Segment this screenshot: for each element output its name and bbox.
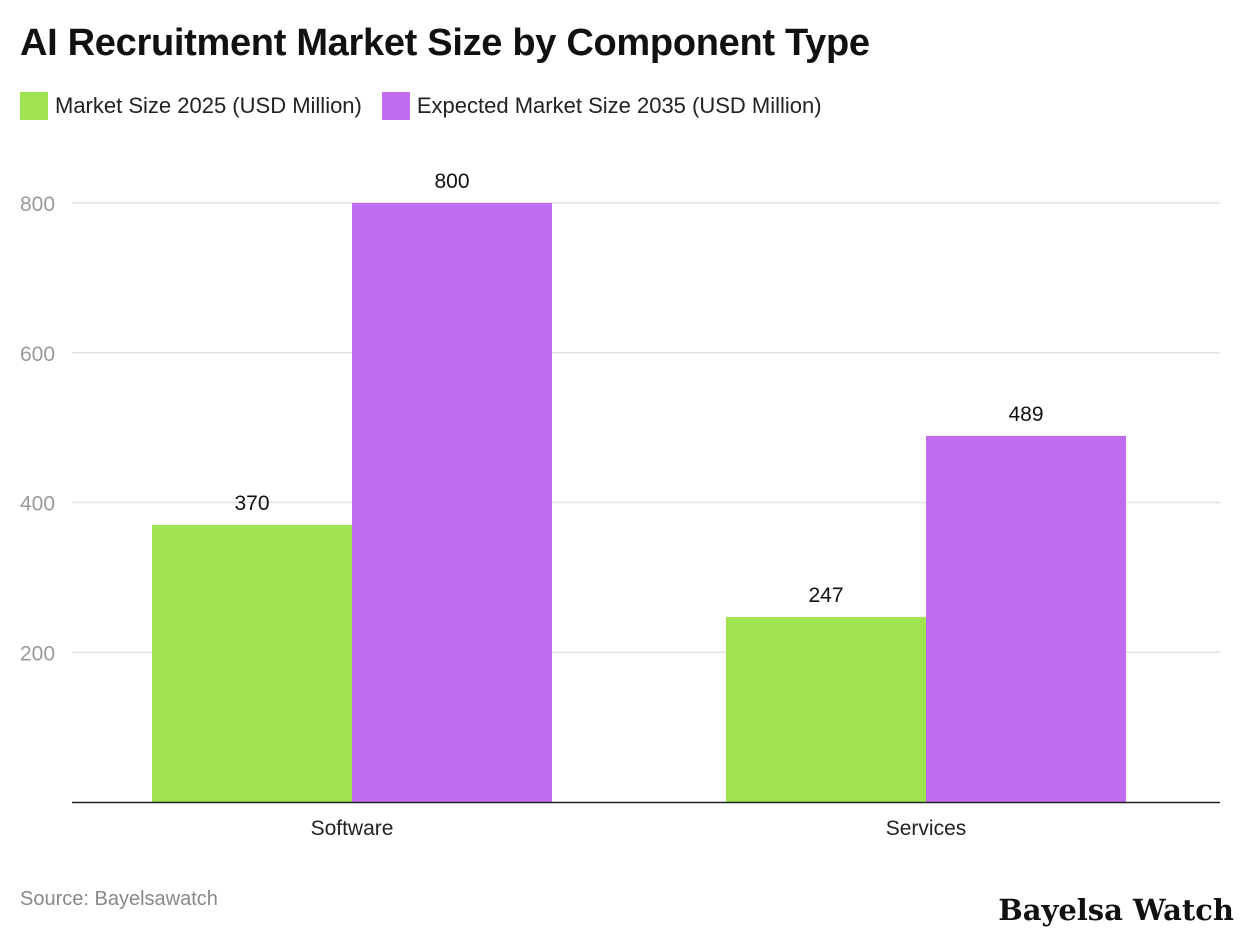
bar-services-0 [726,617,926,802]
bar-software-0 [152,524,352,802]
bar-software-1 [352,203,552,802]
legend-label-2025: Market Size 2025 (USD Million) [55,93,362,118]
x-tick-label: Services [886,817,967,840]
legend: Market Size 2025 (USD Million) Expected … [20,92,842,120]
data-label: 247 [808,584,843,607]
legend-label-2035: Expected Market Size 2035 (USD Million) [416,93,822,118]
y-tick-label: 200 [20,642,55,665]
legend-item-2025: Market Size 2025 (USD Million) [20,92,362,120]
legend-swatch-2025 [20,92,48,120]
legend-item-2035: Expected Market Size 2035 (USD Million) [381,92,822,120]
logo: Bayelsa Watch [998,893,1234,927]
y-tick-label: 800 [20,193,55,216]
bar-services-1 [926,435,1126,802]
legend-swatch-2035 [381,92,410,120]
y-tick-label: 600 [20,343,55,366]
data-label: 370 [234,492,269,515]
source-note: Source: Bayelsawatch [20,888,218,910]
y-tick-label: 400 [20,493,55,516]
data-label: 489 [1008,403,1043,426]
chart-title: AI Recruitment Market Size by Component … [20,22,870,64]
data-label: 800 [434,170,469,193]
x-tick-label: Software [311,817,394,840]
